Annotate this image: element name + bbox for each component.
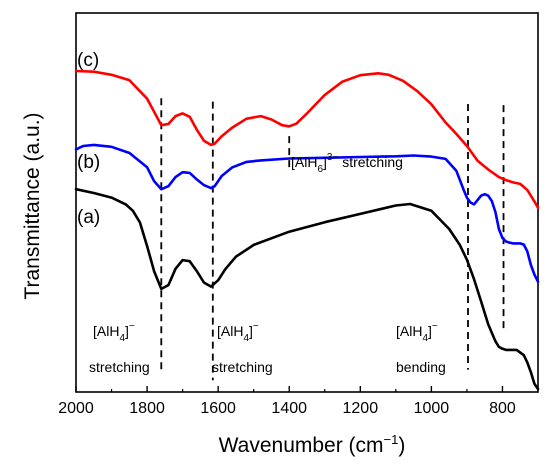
x-tick-label-2000: 2000	[58, 400, 94, 417]
annotation-alh6-stretching: [AlH6]3− stretching	[291, 152, 403, 175]
series-label-b: (b)	[77, 152, 100, 173]
svg-text:stretching: stretching	[89, 359, 150, 375]
series-label-c: (c)	[77, 50, 99, 71]
x-tick-label-1400: 1400	[271, 400, 307, 417]
x-tick-label-1200: 1200	[343, 400, 379, 417]
spectra-lines	[74, 69, 540, 391]
dashed-reference-lines	[160, 98, 505, 381]
series-line-c	[74, 69, 540, 210]
series-line-a	[74, 187, 540, 391]
x-tick-label-1600: 1600	[200, 400, 236, 417]
annotation-alh4-stretching-1: [AlH4]− stretching	[89, 321, 150, 375]
x-tick-label-1000: 1000	[414, 400, 450, 417]
svg-text:[AlH4]−: [AlH4]−	[93, 321, 135, 344]
svg-text:[AlH4]−: [AlH4]−	[217, 321, 259, 344]
plot-area	[75, 12, 539, 393]
x-tick-label-800: 800	[489, 400, 516, 417]
series-line-b	[74, 143, 540, 284]
annotation-alh4-bending: [AlH4]− bending	[396, 321, 446, 375]
svg-text:bending: bending	[396, 359, 446, 375]
svg-text:[AlH6]3− stretching: [AlH6]3− stretching	[291, 152, 403, 175]
svg-text:stretching: stretching	[212, 359, 273, 375]
annotation-alh4-stretching-2: [AlH4]− stretching	[212, 321, 273, 375]
series-label-a: (a)	[77, 207, 100, 228]
x-axis-title: Wavenumber (cm−1)	[219, 432, 406, 457]
y-axis-title: Transmittance (a.u.)	[21, 112, 44, 299]
x-tick-label-1800: 1800	[129, 400, 165, 417]
svg-text:[AlH4]−: [AlH4]−	[396, 321, 438, 344]
x-axis-ticks: 2000 1800 1600 1400 1200 1000 800	[58, 386, 516, 417]
